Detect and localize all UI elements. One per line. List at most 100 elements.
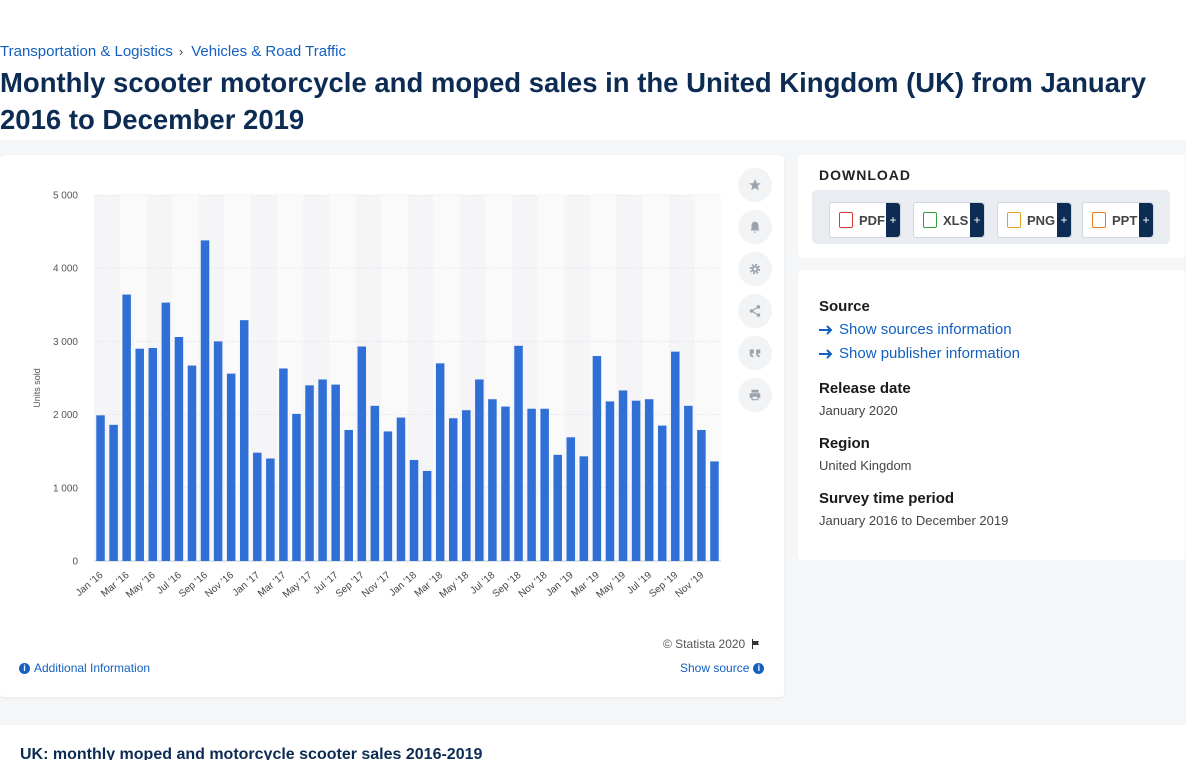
download-ppt-button[interactable]: PPT + xyxy=(1082,202,1154,238)
bar xyxy=(684,405,693,561)
bar xyxy=(239,320,249,561)
additional-info-link[interactable]: i Additional Information xyxy=(19,661,150,675)
survey-period-value: January 2016 to December 2019 xyxy=(819,513,1009,528)
bell-icon[interactable] xyxy=(738,210,772,244)
pdf-plus[interactable]: + xyxy=(886,203,900,237)
bar xyxy=(109,424,118,561)
ppt-label: PPT xyxy=(1112,212,1138,228)
bar xyxy=(396,417,406,561)
source-heading: Source xyxy=(819,298,870,315)
bar xyxy=(148,347,158,561)
x-tick-label: Nov '19 xyxy=(674,570,707,600)
bar xyxy=(527,408,536,561)
download-title: DOWNLOAD xyxy=(819,167,911,183)
y-tick-label: 1 000 xyxy=(53,483,78,494)
download-png-button[interactable]: PNG + xyxy=(997,202,1072,238)
share-icon[interactable] xyxy=(738,294,772,328)
png-file-icon xyxy=(1007,212,1021,228)
bar xyxy=(331,384,340,561)
y-tick-label: 0 xyxy=(72,557,78,568)
bar xyxy=(370,405,380,561)
bar xyxy=(226,373,236,561)
bar xyxy=(318,379,327,561)
arrow-right-icon xyxy=(819,324,833,335)
related-section: UK: monthly moped and motorcycle scooter… xyxy=(0,725,1186,760)
bar xyxy=(292,413,301,561)
page-title: Monthly scooter motorcycle and moped sal… xyxy=(0,67,1146,135)
release-date-heading: Release date xyxy=(819,380,911,397)
bar xyxy=(344,429,353,561)
ppt-plus[interactable]: + xyxy=(1139,203,1153,237)
download-pdf-button[interactable]: PDF + xyxy=(829,202,901,238)
y-tick-label: 5 000 xyxy=(53,191,78,202)
bar xyxy=(122,294,131,561)
related-title: UK: monthly moped and motorcycle scooter… xyxy=(20,746,483,760)
bar xyxy=(488,399,497,561)
bar xyxy=(305,385,314,561)
release-date-value: January 2020 xyxy=(819,403,898,418)
print-icon[interactable] xyxy=(738,378,772,412)
y-tick-label: 3 000 xyxy=(53,337,78,348)
bar xyxy=(592,356,602,561)
bar xyxy=(501,406,510,561)
info-panel: Source Show sources information Show pub… xyxy=(798,270,1185,560)
bar xyxy=(253,452,262,561)
quote-icon[interactable] xyxy=(738,336,772,370)
y-tick-label: 4 000 xyxy=(53,264,78,275)
show-sources-link[interactable]: Show sources information xyxy=(819,321,1012,338)
bar xyxy=(135,348,144,561)
region-value: United Kingdom xyxy=(819,458,912,473)
bar xyxy=(200,240,210,561)
breadcrumb-transportation[interactable]: Transportation & Logistics xyxy=(0,43,173,60)
show-publisher-label: Show publisher information xyxy=(839,345,1020,362)
bar xyxy=(697,429,706,561)
bar xyxy=(213,341,223,561)
gear-icon[interactable] xyxy=(738,252,772,286)
y-tick-label: 2 000 xyxy=(53,410,78,421)
breadcrumb: Transportation & Logistics › Vehicles & … xyxy=(0,43,346,60)
png-plus[interactable]: + xyxy=(1057,203,1071,237)
arrow-right-icon xyxy=(819,348,833,359)
bar xyxy=(631,400,641,561)
bar xyxy=(266,458,275,561)
bar xyxy=(618,390,628,561)
statista-credit[interactable]: © Statista 2020 xyxy=(663,637,762,651)
bar xyxy=(671,351,680,561)
star-icon[interactable] xyxy=(738,168,772,202)
region-heading: Region xyxy=(819,435,870,452)
bar xyxy=(553,454,562,561)
info-icon: i xyxy=(19,662,30,674)
bar xyxy=(475,379,484,561)
breadcrumb-separator: › xyxy=(178,44,184,59)
show-source-label: Show source xyxy=(680,661,750,675)
bar xyxy=(579,456,589,561)
xls-plus[interactable]: + xyxy=(970,203,984,237)
show-sources-label: Show sources information xyxy=(839,321,1012,338)
x-tick-label: May '16 xyxy=(124,570,158,601)
x-tick-label: May '19 xyxy=(594,570,628,601)
show-source-link[interactable]: Show source i xyxy=(680,661,765,675)
chart-tools xyxy=(738,168,772,420)
download-panel: DOWNLOAD PDF + XLS + PNG + PPT + xyxy=(798,155,1185,258)
credit-text: © Statista 2020 xyxy=(663,637,746,651)
bar xyxy=(187,365,197,561)
bar xyxy=(605,401,615,561)
bar xyxy=(514,345,523,561)
info-icon: i xyxy=(753,662,765,674)
pdf-label: PDF xyxy=(859,212,885,228)
bar xyxy=(279,368,288,561)
download-xls-button[interactable]: XLS + xyxy=(913,202,985,238)
bar xyxy=(710,461,719,561)
x-tick-label: May '18 xyxy=(438,570,472,601)
bar xyxy=(174,337,184,561)
breadcrumb-vehicles[interactable]: Vehicles & Road Traffic xyxy=(191,43,347,60)
png-label: PNG xyxy=(1027,212,1056,228)
show-publisher-link[interactable]: Show publisher information xyxy=(819,345,1020,362)
ppt-file-icon xyxy=(1092,212,1106,228)
bar xyxy=(409,459,419,561)
bar xyxy=(566,437,576,561)
xls-file-icon xyxy=(923,212,937,228)
flag-icon xyxy=(752,639,760,649)
